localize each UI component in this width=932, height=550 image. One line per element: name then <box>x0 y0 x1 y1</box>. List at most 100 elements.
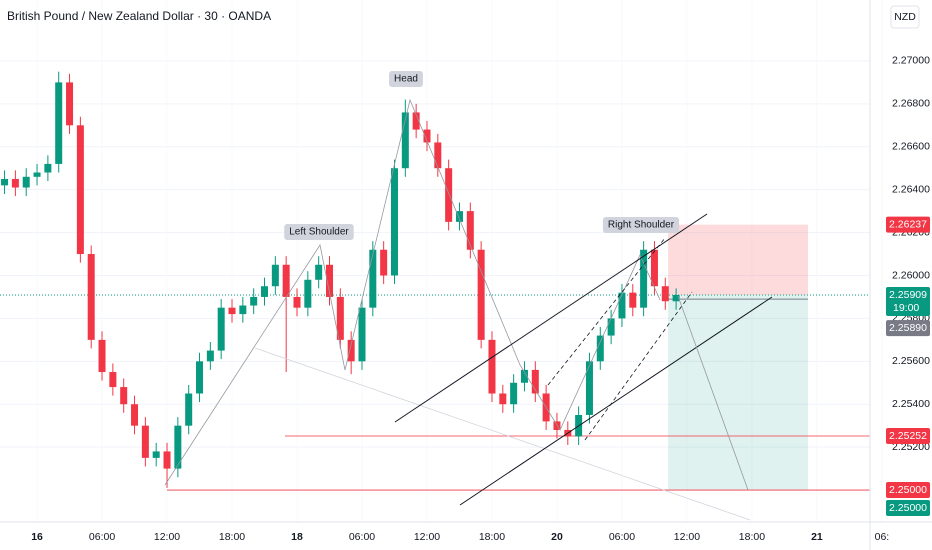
price-badge <box>886 287 930 317</box>
candle-body <box>640 249 648 308</box>
price-badge <box>886 482 930 499</box>
candle-body <box>98 339 106 373</box>
grid <box>0 60 870 448</box>
price-badge <box>886 427 930 444</box>
candle-body <box>271 264 279 287</box>
x-tick-label: 12:00 <box>674 531 700 543</box>
candle-body <box>196 361 204 394</box>
candle-body <box>380 249 388 276</box>
candle-body <box>11 178 19 188</box>
price-badge-label: 2.25000 <box>889 484 927 496</box>
candle-body <box>358 307 366 362</box>
price-badge <box>886 500 930 517</box>
x-tick-label: 20 <box>551 531 563 543</box>
chart-title: British Pound / New Zealand Dollar · 30 … <box>7 9 271 23</box>
inner-channel <box>584 291 693 441</box>
price-badge-label: 2.25890 <box>889 322 927 334</box>
candle-body <box>293 296 301 308</box>
candle-body <box>217 307 225 351</box>
candle-body <box>55 82 63 164</box>
candle-body <box>33 172 41 177</box>
candle-body <box>304 279 312 308</box>
candle-body <box>347 339 355 362</box>
price-badge-label: 2.25000 <box>889 502 927 514</box>
candle-body <box>434 142 442 169</box>
x-tick-label: 12:00 <box>414 531 440 543</box>
price-badge <box>886 320 930 337</box>
x-tick-label: 18 <box>291 531 303 543</box>
price-countdown: 19:00 <box>893 302 919 314</box>
candle-body <box>531 369 539 394</box>
candle-body <box>369 249 377 308</box>
pattern-label-box <box>389 71 423 87</box>
candle-body <box>44 163 52 173</box>
candle-body <box>261 286 269 297</box>
y-tick-label: 2.26400 <box>892 183 930 195</box>
candle-body <box>131 404 139 426</box>
candle-body <box>152 451 160 458</box>
y-tick-label: 2.25400 <box>892 398 930 410</box>
stop-zone <box>668 224 808 296</box>
candle-body <box>585 361 593 415</box>
candle-body <box>607 318 615 336</box>
annotations: Left Shoulder Head Right Shoulder <box>284 71 680 240</box>
candle-body <box>618 292 626 319</box>
zigzag <box>164 98 661 486</box>
candle-body <box>466 211 474 250</box>
candle-body <box>141 425 149 458</box>
y-tick-label: 2.26000 <box>892 269 930 281</box>
candle-body <box>423 129 431 143</box>
candle-body <box>185 393 193 426</box>
candle-body <box>22 176 30 188</box>
pattern-label: Left Shoulder <box>289 227 349 238</box>
pattern-label: Head <box>394 74 418 85</box>
price-badge-label: 2.26237 <box>889 218 927 230</box>
x-tick-label: 06:00 <box>349 531 375 543</box>
y-tick-label: 2.25600 <box>892 355 930 367</box>
candle-body <box>282 264 290 297</box>
price-badge <box>886 216 930 233</box>
candle-body <box>163 451 171 469</box>
candle-body <box>488 339 496 394</box>
candle-body <box>206 350 214 362</box>
candle-body <box>445 168 453 222</box>
candle-body <box>650 249 658 287</box>
trend-line <box>254 347 751 521</box>
candle-body <box>390 168 398 276</box>
candle-body <box>239 305 247 315</box>
candle-body <box>120 387 128 405</box>
pattern-label: Right Shoulder <box>608 220 675 231</box>
candle-body <box>228 307 236 315</box>
candle-body <box>412 112 420 130</box>
candle-body <box>325 264 333 297</box>
candle-body <box>477 249 485 340</box>
candle-body <box>499 393 507 405</box>
y-tick-label: 2.26800 <box>892 98 930 110</box>
candle-body <box>174 425 182 469</box>
candle-body <box>336 296 344 340</box>
x-tick-label: 12:00 <box>154 531 180 543</box>
x-tick-label: 16 <box>31 531 43 543</box>
candle-body <box>87 254 95 340</box>
x-tick-label: 06: <box>875 531 890 543</box>
candle-body <box>520 369 528 383</box>
pattern-label-box <box>284 224 354 240</box>
x-tick-label: 18:00 <box>479 531 505 543</box>
x-tick-label: 06:00 <box>609 531 635 543</box>
candle-body <box>109 372 117 388</box>
y-tick-label: 2.27000 <box>892 55 930 67</box>
candle-body <box>596 335 604 362</box>
candle-body <box>629 292 637 308</box>
candle-body <box>510 382 518 405</box>
x-tick-label: 06:00 <box>89 531 115 543</box>
x-tick-label: 18:00 <box>219 531 245 543</box>
candle-body <box>672 295 680 302</box>
channel-upper <box>394 213 708 423</box>
pattern-drawings <box>164 98 773 521</box>
currency-box[interactable] <box>890 5 920 29</box>
candle-body <box>401 112 409 169</box>
y-tick-label: 2.26600 <box>892 141 930 153</box>
currency[interactable]: NZD <box>894 11 916 23</box>
target-zone <box>668 295 808 491</box>
